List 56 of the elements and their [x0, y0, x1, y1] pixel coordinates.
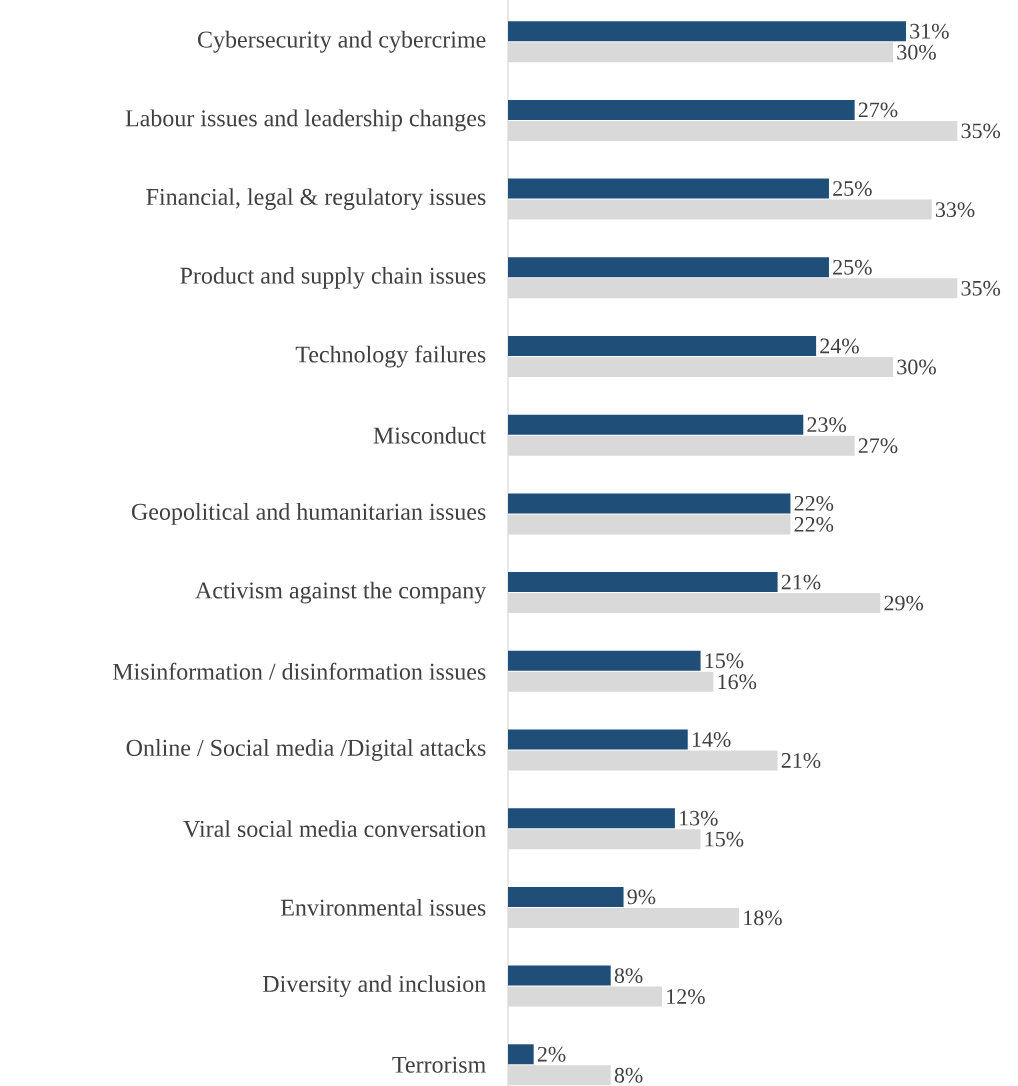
y-tick-label: Activism against the company [195, 581, 487, 604]
bar [508, 650, 701, 671]
data-label: 30% [897, 44, 936, 60]
bar [508, 886, 624, 907]
y-tick-label: Environmental issues [280, 898, 486, 916]
bar [508, 729, 688, 750]
data-label: 30% [897, 359, 936, 375]
data-label: 15% [705, 653, 744, 669]
data-label: 16% [718, 674, 757, 690]
bar [508, 414, 804, 435]
bar [508, 572, 778, 593]
data-label: 25% [833, 259, 872, 275]
bar [508, 178, 829, 199]
bar [508, 965, 611, 986]
bar [508, 493, 791, 514]
data-label: 2% [537, 1046, 566, 1062]
data-label: 25% [833, 181, 872, 197]
data-label: 27% [858, 102, 898, 118]
bar [508, 808, 675, 829]
data-label: 31% [910, 23, 949, 39]
data-label: 9% [627, 889, 656, 905]
data-label: 18% [744, 910, 782, 926]
y-tick-label: Online / Social media /Digital attacks [126, 739, 486, 761]
data-label: 8% [614, 968, 643, 984]
y-tick-label: Cybersecurity and cybercrime [198, 30, 486, 53]
y-tick-label: Product and supply chain issues [180, 266, 486, 289]
data-label: 27% [858, 438, 898, 454]
data-label: 35% [961, 280, 1001, 296]
data-label: 29% [884, 595, 924, 611]
data-label: 22% [794, 495, 834, 511]
data-label: 8% [614, 1067, 643, 1083]
y-tick-label: Labour issues and leadership changes [125, 109, 486, 132]
bar [508, 257, 829, 278]
data-label: 21% [781, 574, 821, 590]
data-label: 13% [680, 810, 718, 826]
data-label: 15% [705, 831, 744, 847]
y-tick-label: Financial, legal & regulatory issues [146, 188, 486, 211]
data-label: 12% [667, 989, 705, 1005]
y-tick-label: Technology failures [295, 345, 486, 368]
bar [508, 1044, 534, 1065]
y-tick-label: Geopolitical and humanitarian issues [131, 503, 486, 525]
data-label: 35% [961, 123, 1001, 139]
y-tick-label: Misconduct [373, 426, 487, 444]
data-label: 14% [692, 732, 731, 747]
data-label: 22% [794, 516, 834, 532]
bar [508, 21, 906, 42]
data-label: 23% [807, 417, 847, 433]
y-tick-label: Terrorism [392, 1056, 486, 1073]
data-label: 33% [935, 202, 975, 218]
data-label: 21% [781, 753, 821, 768]
bar [508, 99, 855, 120]
y-tick-label: Viral social media conversation [183, 820, 486, 838]
y-tick-label: Diversity and inclusion [262, 975, 486, 997]
y-tick-label: Misinformation / disinformation issues [112, 662, 486, 680]
data-label: 24% [820, 338, 859, 354]
bar [508, 336, 817, 356]
